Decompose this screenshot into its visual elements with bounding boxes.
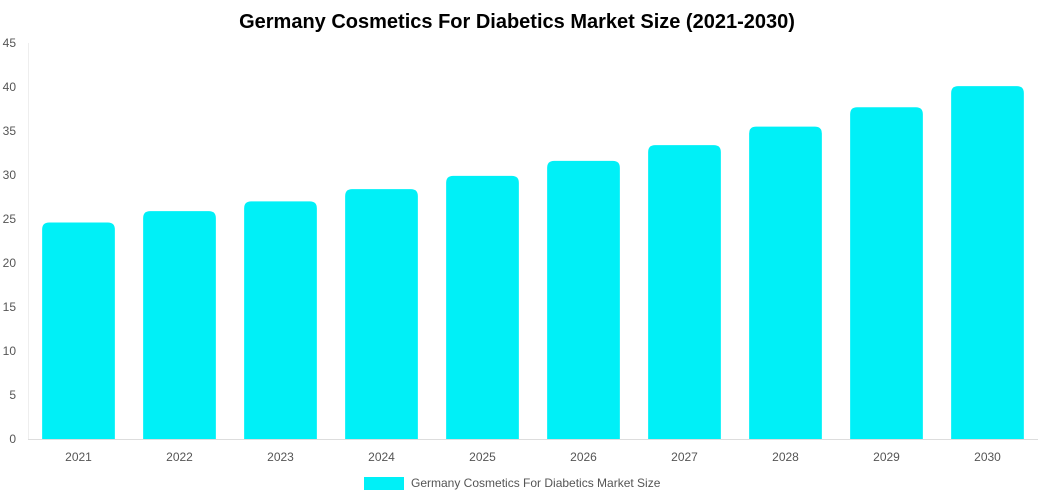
x-axis: 2021 2022 2023 2024 2025 2026 2027 2028 2029 2030: [65, 450, 1001, 464]
x-tick-label: 2024: [368, 450, 395, 464]
y-tick-label: 40: [3, 80, 17, 94]
chart-title: Germany Cosmetics For Diabetics Market S…: [239, 11, 795, 33]
y-tick-label: 5: [9, 388, 16, 402]
legend-label[interactable]: Germany Cosmetics For Diabetics Market S…: [411, 476, 661, 490]
bar-series: [42, 86, 1024, 440]
bar-2029[interactable]: [850, 107, 923, 440]
x-tick-label: 2030: [974, 450, 1001, 464]
bar-2025[interactable]: [446, 175, 519, 439]
bar-2022[interactable]: [143, 211, 216, 439]
x-tick-label: 2029: [873, 450, 900, 464]
bar-2024[interactable]: [345, 189, 418, 439]
bar-2026[interactable]: [547, 160, 620, 440]
x-tick-label: 2023: [267, 450, 294, 464]
y-tick-label: 30: [3, 168, 17, 182]
bar-2023[interactable]: [244, 201, 317, 439]
x-tick-label: 2027: [671, 450, 698, 464]
y-tick-label: 15: [3, 300, 17, 314]
x-tick-label: 2028: [772, 450, 799, 464]
bar-2030[interactable]: [951, 86, 1024, 440]
x-tick-label: 2022: [166, 450, 193, 464]
bar-2028[interactable]: [749, 126, 822, 439]
x-tick-label: 2026: [570, 450, 597, 464]
y-tick-label: 10: [3, 344, 17, 358]
y-axis: 0 5 10 15 20 25 30 35 40 45: [3, 36, 17, 446]
legend-swatch[interactable]: [364, 477, 404, 490]
x-tick-label: 2025: [469, 450, 496, 464]
bar-2027[interactable]: [648, 145, 721, 439]
y-tick-label: 0: [9, 432, 16, 446]
y-tick-label: 45: [3, 36, 17, 50]
y-tick-label: 20: [3, 256, 17, 270]
legend[interactable]: Germany Cosmetics For Diabetics Market S…: [364, 476, 661, 490]
x-tick-label: 2021: [65, 450, 92, 464]
y-tick-label: 25: [3, 212, 17, 226]
bar-2021[interactable]: [42, 222, 115, 439]
y-tick-label: 35: [3, 124, 17, 138]
